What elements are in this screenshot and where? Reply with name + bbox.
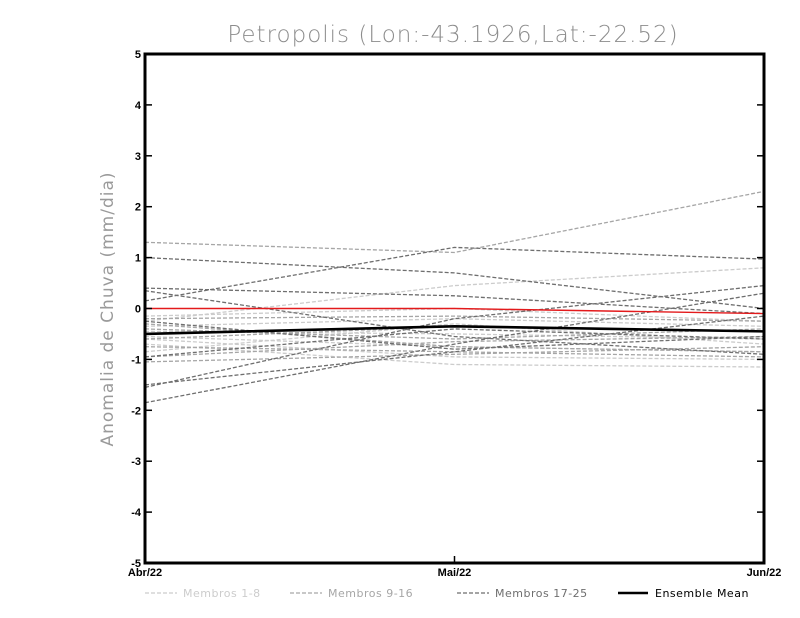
zero-reference-line <box>145 307 765 315</box>
y-tick-label: -3 <box>131 456 141 468</box>
series-line-group1-member2 <box>144 318 765 327</box>
series-line-group3-member7 <box>144 290 765 355</box>
y-tick-label: -1 <box>131 354 141 366</box>
y-tick-label: -4 <box>131 507 142 519</box>
y-tick-label: 2 <box>135 202 141 214</box>
y-tick-label: -5 <box>131 558 141 570</box>
series-line-group2-member3 <box>144 346 765 358</box>
x-tick-label: Jun/22 <box>747 567 782 579</box>
ensemble-mean-line <box>144 324 765 336</box>
legend-label: Membros 1-8 <box>183 587 261 600</box>
legend-label: Ensemble Mean <box>655 587 749 600</box>
x-tick-label: Mai/22 <box>438 567 472 579</box>
series-line-group3-member6 <box>144 328 765 358</box>
series-line-group3-member5 <box>144 292 765 404</box>
series-line-group3-member1 <box>144 256 765 310</box>
y-tick-label: 4 <box>135 100 142 112</box>
legend-label: Membros 9-16 <box>328 587 413 600</box>
y-tick-label: 0 <box>135 304 141 316</box>
y-tick-label: 3 <box>135 151 141 163</box>
series-line-group3-member4 <box>144 315 765 386</box>
series-line-group2-member1 <box>144 190 765 254</box>
legend-label: Membros 17-25 <box>495 587 588 600</box>
series-line-group3-member2 <box>144 287 765 315</box>
y-tick-label: -2 <box>131 405 141 417</box>
series-line-group3-member3 <box>144 246 765 302</box>
y-tick-label: 5 <box>135 49 141 61</box>
axis-layer: -5 -4 -3 -2 -1 0 1 2 3 4 5 Abr/22 Mai/22 Jun/22 <box>128 49 782 579</box>
series-layer <box>144 190 765 404</box>
series-line-group3-member8 <box>144 284 765 389</box>
y-axis-label: Anomalia de Chuva (mm/dia) <box>98 171 118 446</box>
series-line-group1-member7 <box>144 338 765 361</box>
chart-title: Petropolis (Lon:-43.1926,Lat:-22.52) <box>227 22 678 48</box>
series-line-group2-member7 <box>144 346 765 363</box>
series-line-group2-member2 <box>144 315 765 322</box>
x-tick-label: Abr/22 <box>128 567 162 579</box>
series-line-group1-member1 <box>144 267 765 322</box>
legend: Membros 1-8 Membros 9-16 Membros 17-25 Ense… <box>145 587 749 600</box>
series-line-group2-member5 <box>144 335 765 358</box>
series-line-group1-member8 <box>144 323 765 353</box>
y-tick-label: 1 <box>135 253 141 265</box>
series-line-group1-member4 <box>144 343 765 368</box>
